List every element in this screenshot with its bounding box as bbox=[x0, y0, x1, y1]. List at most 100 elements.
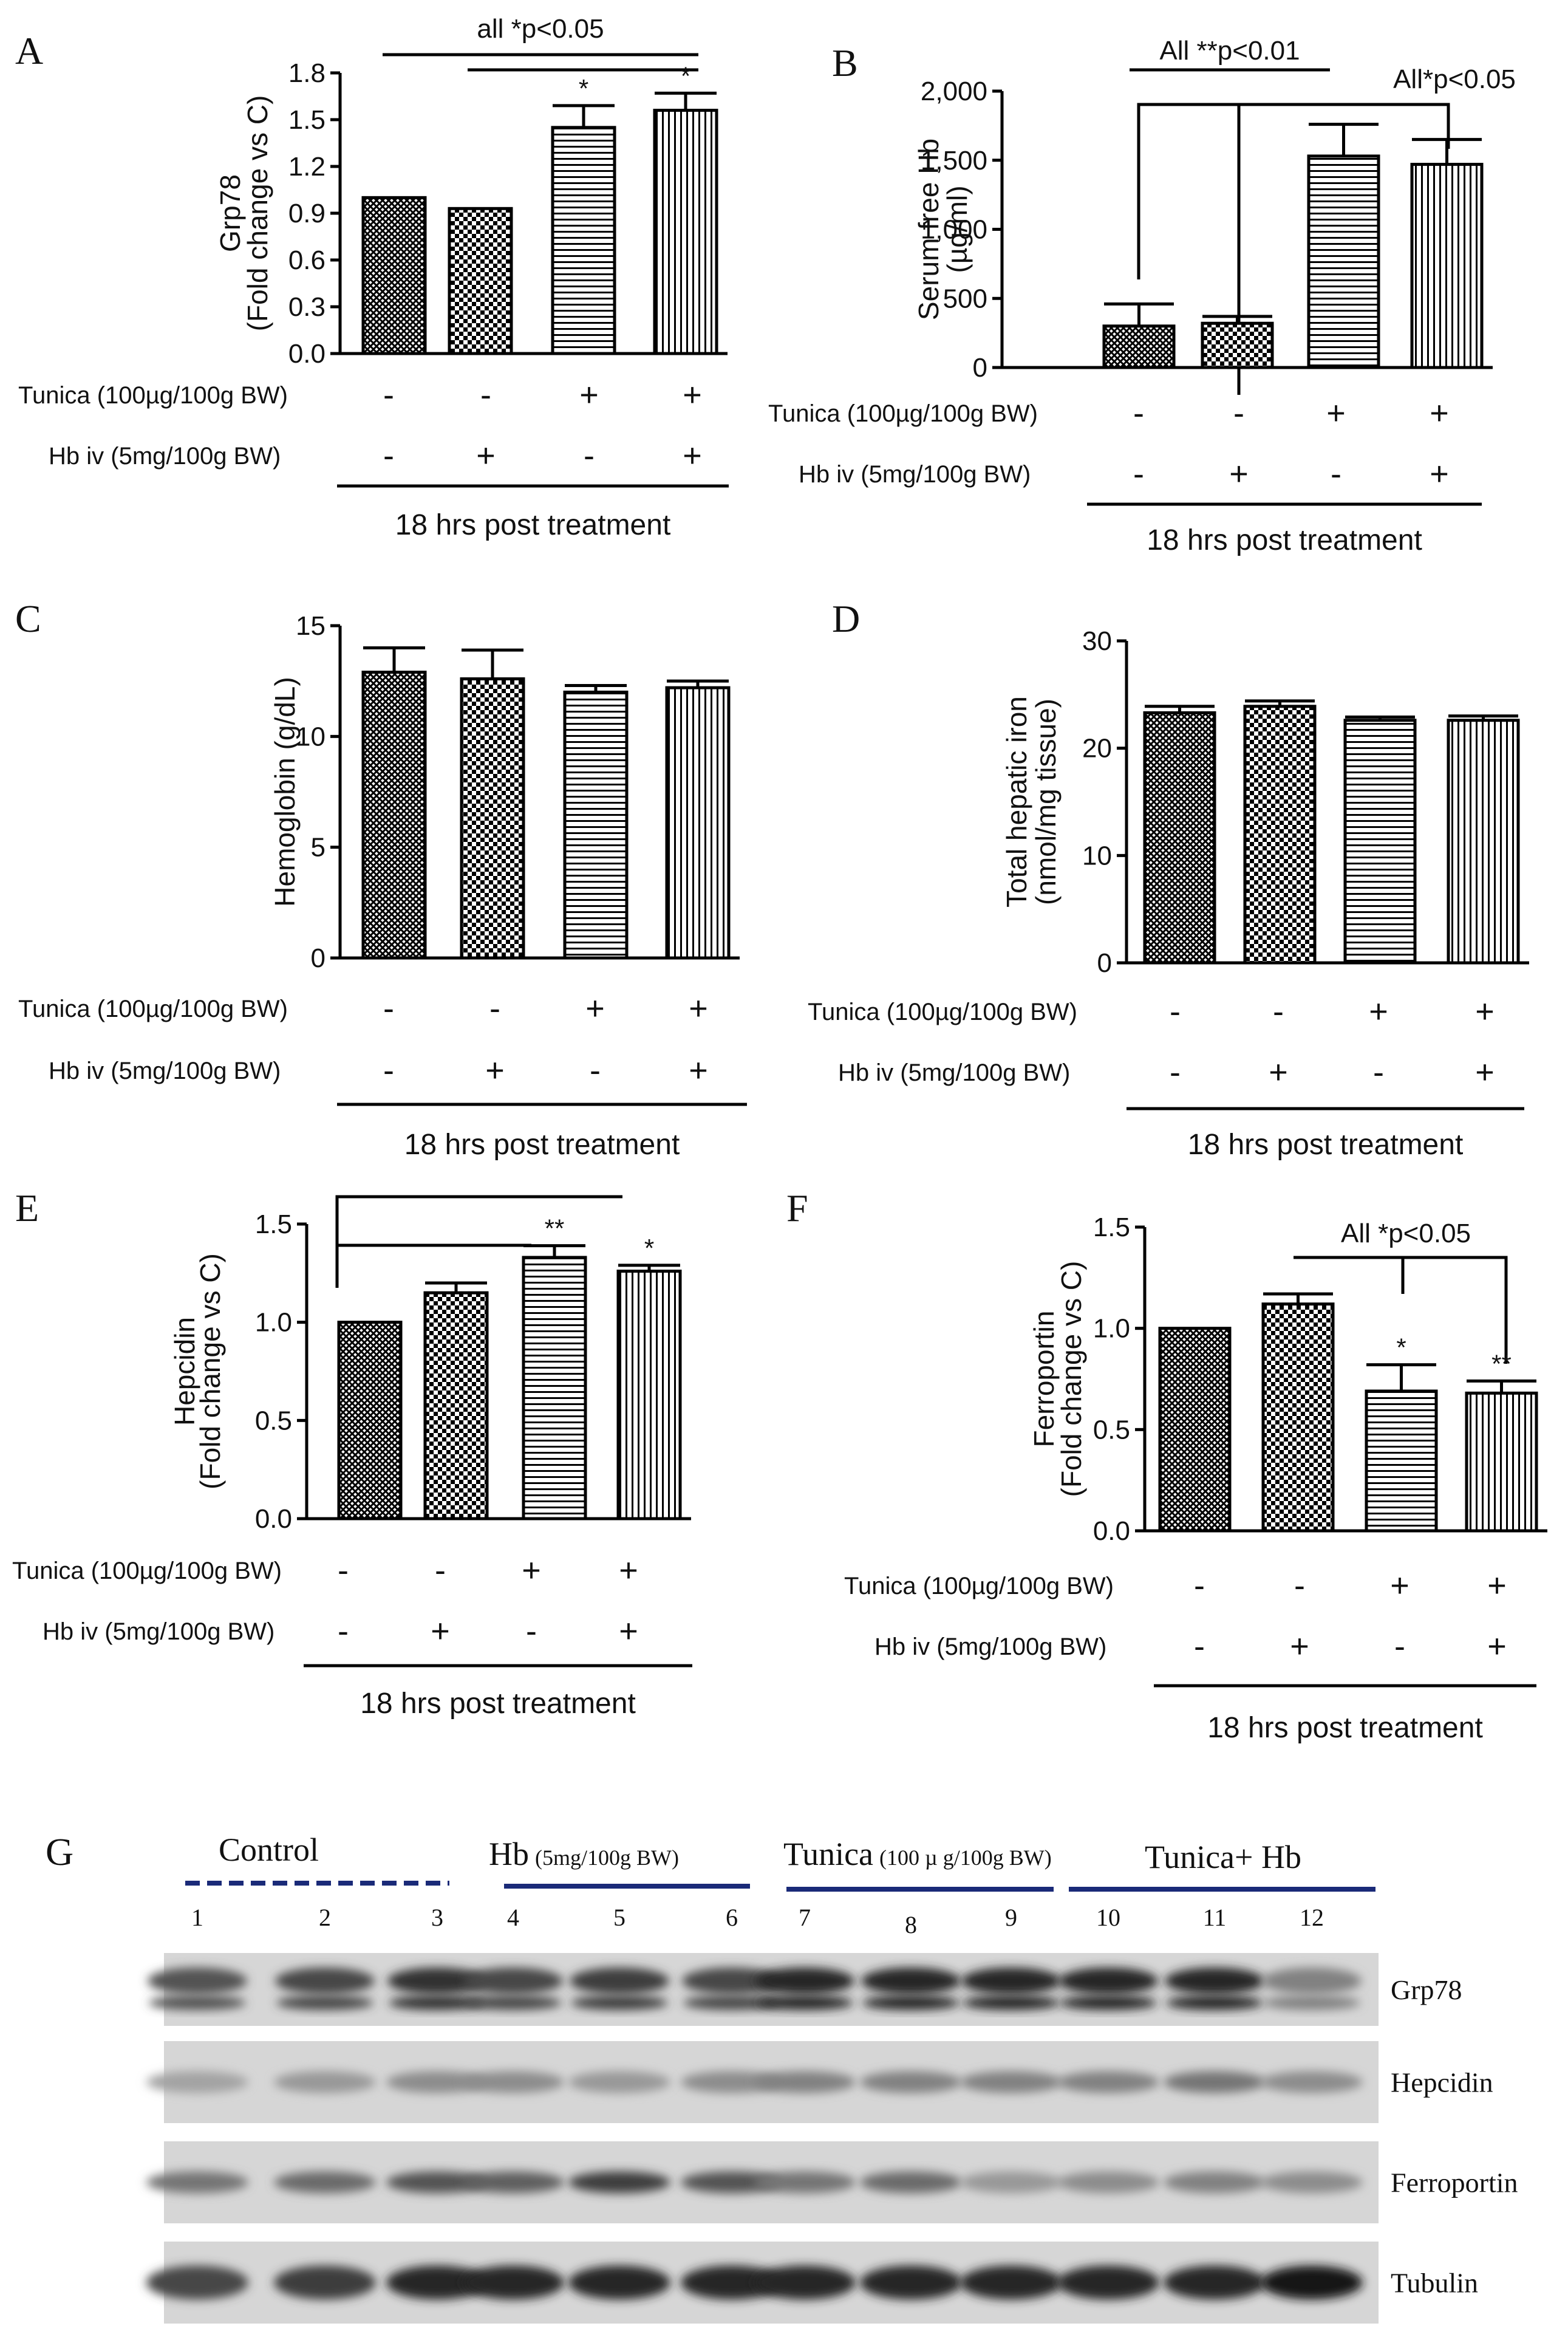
error-bar bbox=[1448, 714, 1518, 720]
bar bbox=[1410, 163, 1484, 369]
blot-band bbox=[146, 2171, 248, 2194]
y-tick-label: 5 bbox=[311, 833, 326, 863]
y-tick-label: 2,000 bbox=[921, 77, 987, 106]
significance-star: ** bbox=[1491, 1349, 1512, 1378]
panel-b: B All **p<0.01 All*p<0.05 0 500 1,000 1,500… bbox=[768, 36, 1516, 556]
y-tick-label: 0 bbox=[311, 943, 326, 973]
tunica-symbol: - bbox=[1294, 1567, 1305, 1604]
tunica-symbol: + bbox=[522, 1552, 541, 1589]
chart-hemoglobin: 0 5 10 15 Hemoglobin (g/dL) Tunica (100µg/100… bbox=[18, 611, 747, 1161]
bar bbox=[1261, 1302, 1335, 1533]
blot-band bbox=[463, 1968, 563, 1994]
chart-serum-free-hb: 0 500 1,000 1,500 2,000 Serum free Hb(µg/ml) T… bbox=[768, 77, 1493, 556]
tunica-symbol: - bbox=[338, 1552, 349, 1589]
post-treatment-label: 18 hrs post treatment bbox=[1147, 524, 1422, 556]
significance-annotation-b: All **p<0.01 All*p<0.05 bbox=[1130, 36, 1516, 395]
hb-symbol: + bbox=[1475, 1054, 1495, 1090]
bar bbox=[665, 686, 731, 960]
hb-symbol: + bbox=[1487, 1628, 1507, 1664]
blot-band bbox=[961, 1968, 1061, 1994]
lane-number: 5 bbox=[613, 1904, 625, 1931]
tunica-row-label: Tunica (100µg/100g BW) bbox=[18, 382, 288, 409]
y-tick-label: 0.0 bbox=[288, 339, 326, 369]
blot-band bbox=[462, 2171, 564, 2194]
y-tick-label: 0.0 bbox=[1093, 1516, 1130, 1546]
blot-band bbox=[570, 1968, 669, 1994]
y-tick-label: 0.5 bbox=[1093, 1415, 1130, 1445]
error-bar bbox=[1345, 715, 1415, 720]
blot-band bbox=[960, 2265, 1062, 2300]
tunica-symbol: - bbox=[1233, 395, 1244, 431]
hb-symbol: - bbox=[584, 437, 595, 474]
chart-hepatic-iron: 0 10 20 30 Total hepatic iron(nmol/mg tissue… bbox=[808, 626, 1529, 1161]
tunica-symbol: + bbox=[619, 1552, 638, 1589]
error-bar bbox=[425, 1281, 487, 1293]
lane-number: 8 bbox=[905, 1911, 917, 1938]
panel-e: E 0.0 0.5 1.0 1.5 Hepcidin(Fold change vs C)… bbox=[12, 1186, 692, 1720]
blot-band bbox=[755, 1968, 854, 1994]
blot-band bbox=[756, 1996, 853, 2010]
blot-label: Ferroportin bbox=[1391, 2167, 1518, 2198]
error-bar bbox=[462, 648, 523, 679]
lane-number: 1 bbox=[191, 1904, 203, 1931]
blot-band bbox=[682, 1968, 782, 1994]
blot-band bbox=[146, 2265, 248, 2300]
bar bbox=[653, 109, 718, 355]
hb-symbol: + bbox=[683, 437, 702, 474]
blot-band bbox=[1263, 1996, 1360, 2010]
bar bbox=[448, 207, 513, 355]
chart-ferroportin: 0.0 0.5 1.0 1.5 Ferroportin(Fold change vs C… bbox=[844, 1213, 1547, 1744]
hb-symbol: - bbox=[1133, 456, 1144, 492]
tunica-symbol: - bbox=[435, 1552, 446, 1589]
hb-symbol: + bbox=[1269, 1054, 1288, 1090]
annotation-text-f: All *p<0.05 bbox=[1341, 1219, 1471, 1248]
annotation-text-a: all *p<0.05 bbox=[477, 14, 604, 44]
y-axis-label: (nmol/mg tissue) bbox=[1030, 699, 1062, 905]
blot-band bbox=[1166, 1996, 1263, 2010]
panel-f: F All *p<0.05 0.0 0.5 1.0 1.5 Ferroportin(Fo… bbox=[786, 1186, 1547, 1744]
y-tick-label: 1.5 bbox=[1093, 1213, 1130, 1242]
blot-band bbox=[465, 1996, 562, 2010]
tunica-symbol: + bbox=[579, 377, 599, 413]
tunica-symbol: + bbox=[1430, 395, 1449, 431]
hb-row-label: Hb iv (5mg/100g BW) bbox=[838, 1059, 1070, 1086]
tunica-symbol: + bbox=[683, 377, 702, 413]
bar bbox=[361, 196, 427, 355]
y-axis-label: Grp78 bbox=[214, 174, 246, 252]
hb-symbol: - bbox=[526, 1613, 537, 1649]
lane-number: 9 bbox=[1005, 1904, 1017, 1931]
bar bbox=[1243, 705, 1317, 965]
significance-star: * bbox=[1396, 1333, 1406, 1362]
error-bar bbox=[618, 1264, 680, 1271]
panel-letter-a: A bbox=[15, 29, 43, 72]
post-treatment-label: 18 hrs post treatment bbox=[395, 509, 671, 541]
blot-band bbox=[387, 1968, 487, 1994]
y-tick-label: 0 bbox=[973, 353, 987, 383]
error-bar bbox=[553, 104, 615, 128]
panel-a: A all *p<0.05 0.0 0.3 0.6 0.9 1.2 1.5 1.8 Grp78… bbox=[15, 14, 729, 541]
significance-annotation-f: All *p<0.05 bbox=[1294, 1219, 1508, 1364]
blot-band bbox=[1261, 2265, 1363, 2300]
tunica-symbol: - bbox=[1133, 395, 1144, 431]
lane-number: 6 bbox=[726, 1904, 738, 1931]
error-bar bbox=[1412, 138, 1482, 165]
blot-band bbox=[1164, 2265, 1266, 2300]
blot-band bbox=[754, 2265, 856, 2300]
blot-band bbox=[861, 1968, 961, 1994]
hb-row-label: Hb iv (5mg/100g BW) bbox=[799, 461, 1031, 488]
tunica-symbol: - bbox=[489, 990, 500, 1027]
y-tick-label: 1.2 bbox=[288, 152, 326, 182]
significance-star: * bbox=[644, 1234, 654, 1262]
tunica-symbol: + bbox=[689, 990, 708, 1027]
blot-band bbox=[1165, 1968, 1264, 1994]
panel-letter-g: G bbox=[46, 1830, 73, 1873]
blot-band bbox=[274, 2171, 376, 2194]
lane-number: 2 bbox=[319, 1904, 331, 1931]
bar bbox=[522, 1256, 587, 1520]
hb-row-label: Hb iv (5mg/100g BW) bbox=[49, 1058, 281, 1084]
y-tick-label: 1,000 bbox=[921, 215, 987, 245]
y-tick-label: 0.9 bbox=[288, 199, 326, 228]
hb-symbol: - bbox=[338, 1613, 349, 1649]
blot-band bbox=[146, 2071, 248, 2093]
